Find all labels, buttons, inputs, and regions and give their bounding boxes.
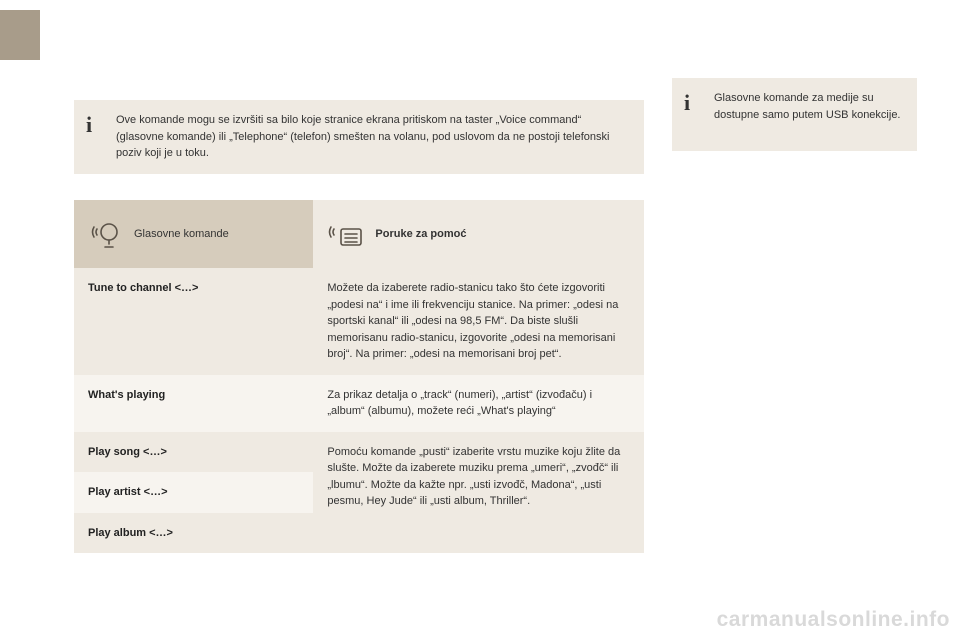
voice-icon	[88, 217, 124, 251]
command-cell: Tune to channel <…>	[74, 268, 313, 375]
help-cell: Možete da izaberete radio-stanicu tako š…	[313, 268, 644, 375]
page-tab	[0, 10, 40, 60]
info-icon: i	[684, 86, 690, 119]
command-cell: Play artist <…>	[74, 472, 313, 513]
info-box-main: i Ove komande mogu se izvršiti sa bilo k…	[74, 100, 644, 174]
info-text-side: Glasovne komande za medije su dostupne s…	[714, 92, 901, 121]
header-label-2: Poruke za pomoć	[375, 226, 466, 243]
table-row: Tune to channel <…> Možete da izaberete …	[74, 268, 644, 375]
help-cell: Za prikaz detalja o „track“ (numeri), „a…	[313, 375, 644, 432]
table-row: Play song <…> Pomoću komande „pusti“ iza…	[74, 432, 644, 473]
info-icon: i	[86, 108, 92, 141]
header-help-messages: Poruke za pomoć	[313, 200, 644, 268]
watermark: carmanualsonline.info	[717, 608, 950, 632]
table-row: What's playing Za prikaz detalja o „trac…	[74, 375, 644, 432]
command-cell: Play album <…>	[74, 513, 313, 554]
command-cell: Play song <…>	[74, 432, 313, 473]
help-cell: Pomoću komande „pusti“ izaberite vrstu m…	[313, 432, 644, 554]
info-text-main: Ove komande mogu se izvršiti sa bilo koj…	[116, 114, 609, 159]
header-voice-commands: Glasovne komande	[74, 200, 313, 268]
header-label-1: Glasovne komande	[134, 226, 229, 243]
help-icon	[327, 217, 365, 251]
command-cell: What's playing	[74, 375, 313, 432]
table-header-row: Glasovne komande Poruke za pomoć	[74, 200, 644, 268]
info-box-side: i Glasovne komande za medije su dostupne…	[672, 78, 917, 151]
voice-commands-table: Glasovne komande Poruke za pomoć	[74, 200, 644, 553]
